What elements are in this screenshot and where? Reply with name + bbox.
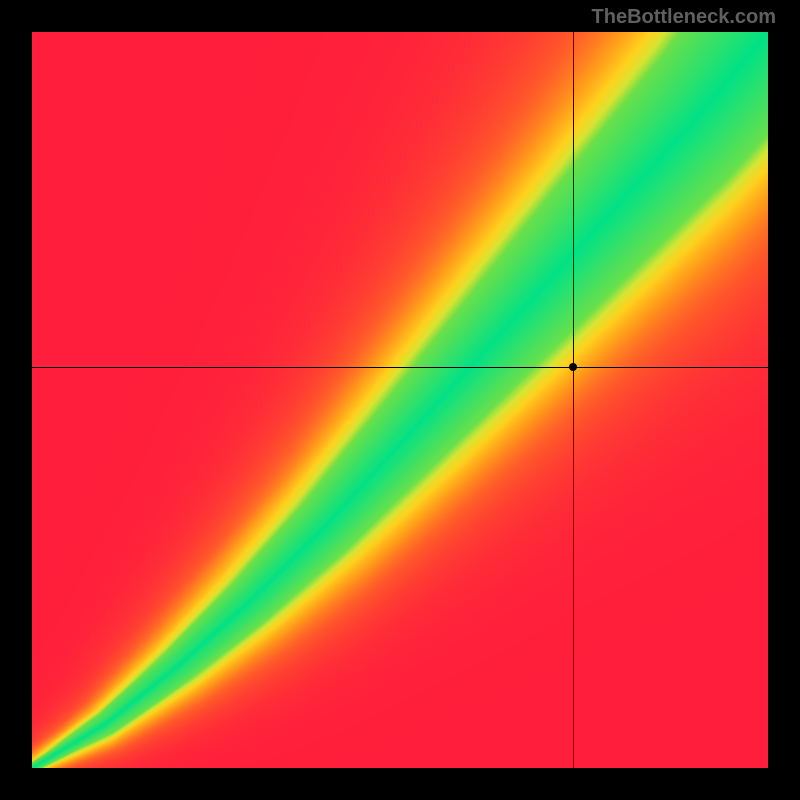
marker-dot bbox=[569, 363, 577, 371]
plot-area bbox=[32, 32, 768, 768]
watermark-text: TheBottleneck.com bbox=[592, 6, 776, 29]
heatmap-canvas bbox=[32, 32, 768, 768]
crosshair-horizontal bbox=[32, 367, 768, 368]
crosshair-vertical bbox=[573, 32, 574, 768]
